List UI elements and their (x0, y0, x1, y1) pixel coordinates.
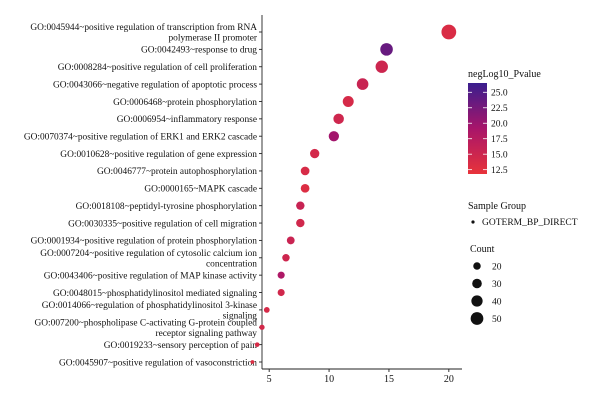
color-bar-label: 12.5 (491, 166, 508, 176)
term-label: GO:0010628~positive regulation of gene e… (60, 149, 257, 160)
color-bar-label: 15.0 (491, 150, 508, 160)
term-label: GO:0014066~regulation of phosphatidylino… (42, 300, 257, 311)
term-label: GO:0008284~positive regulation of cell p… (58, 62, 258, 73)
data-point (333, 113, 344, 125)
plot-area: 5 10 15 20 GO:0045944~positive regulation of… (24, 15, 462, 385)
data-point (375, 60, 388, 73)
size-legend-label: 20 (492, 262, 502, 272)
term-label: GO:0000165~MAPK cascade (144, 185, 257, 195)
term-label: GO:0043406~positive regulation of MAP ki… (44, 270, 258, 281)
data-point (310, 148, 320, 159)
term-label: GO:0070374~positive regulation of ERK1 a… (24, 132, 257, 143)
size-legend-title: Count (470, 244, 495, 255)
data-point (263, 306, 270, 313)
group-legend-label: GOTERM_BP_DIRECT (482, 218, 578, 228)
term-label: GO:0045944~positive regulation of transc… (30, 22, 257, 33)
data-point (259, 324, 265, 330)
data-point (300, 166, 310, 176)
x-tick-label: 5 (267, 374, 272, 385)
data-point (380, 43, 393, 56)
size-legend-label: 50 (492, 315, 502, 325)
term-label: GO:0030335~positive regulation of cell m… (68, 218, 257, 229)
x-tick-label: 10 (324, 374, 334, 385)
term-label: signaling (223, 311, 258, 321)
size-legend-key (471, 295, 483, 307)
size-legend-key (473, 262, 481, 270)
data-point (328, 131, 339, 142)
color-legend-title: negLog10_Pvalue (468, 69, 541, 80)
term-label: GO:0048015~phosphatidylinositol mediated… (53, 289, 257, 299)
term-label: GO:0007204~positive regulation of cytoso… (40, 248, 257, 259)
x-tick-label: 20 (444, 374, 454, 385)
data-point (296, 218, 305, 228)
legend: negLog10_Pvalue Sample Group Count 25.0 2… (468, 69, 578, 325)
data-point (356, 78, 369, 90)
data-point (286, 236, 295, 245)
color-bar-label: 17.5 (491, 135, 508, 145)
x-tick-label: 15 (384, 374, 394, 385)
data-point (254, 342, 260, 347)
data-point (441, 24, 457, 40)
data-point (282, 254, 290, 262)
term-label: GO:0006954~inflammatory response (117, 114, 257, 125)
size-legend-key (472, 278, 482, 289)
data-point (300, 183, 310, 193)
term-label: GO:0001934~positive regulation of protei… (31, 236, 258, 247)
color-bar-label: 20.0 (491, 120, 508, 130)
term-label: GO:007200~phospholipase C-activating G-p… (35, 318, 258, 328)
term-label: receptor signaling pathway (155, 329, 257, 339)
data-point (296, 201, 305, 210)
data-point (250, 360, 255, 364)
size-legend-label: 30 (492, 280, 502, 290)
term-label: polymerase II promoter (168, 34, 257, 44)
term-label: concentration (206, 259, 257, 269)
term-label: GO:0043066~negative regulation of apopto… (53, 79, 257, 90)
size-legend-key (470, 312, 484, 325)
data-point (277, 271, 285, 279)
group-legend-title: Sample Group (468, 201, 526, 212)
term-label: GO:0018108~peptidyl-tyrosine phosphoryla… (76, 202, 258, 212)
term-label: GO:0019233~sensory perception of pain (104, 340, 258, 351)
term-label: GO:0042493~response to drug (141, 46, 257, 56)
color-bar (468, 83, 487, 174)
color-bar-label: 22.5 (491, 104, 508, 114)
group-legend-key (471, 220, 475, 224)
term-label: GO:0045907~positive regulation of vasoco… (59, 357, 257, 368)
data-point (342, 95, 354, 107)
term-label: GO:0046777~protein autophosphorylation (97, 167, 257, 177)
size-legend-label: 40 (492, 297, 502, 307)
term-label: GO:0006468~protein phosphorylation (113, 98, 257, 108)
color-bar-label: 25.0 (491, 89, 508, 99)
data-point (277, 288, 285, 297)
